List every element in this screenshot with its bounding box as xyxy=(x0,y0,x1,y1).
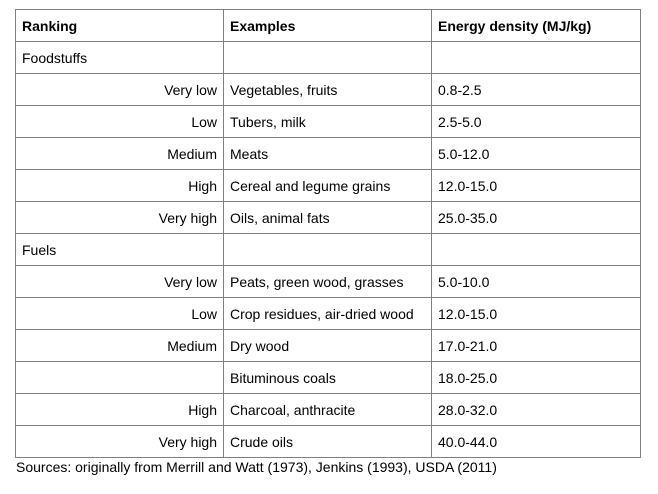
ranking-cell xyxy=(15,361,224,394)
header-ranking: Ranking xyxy=(15,9,224,42)
section-row: Fuels xyxy=(15,233,641,266)
header-examples: Examples xyxy=(223,9,432,42)
examples-cell: Peats, green wood, grasses xyxy=(223,265,432,298)
energy-density-cell: 5.0-10.0 xyxy=(431,265,641,298)
energy-density-cell: 17.0-21.0 xyxy=(431,329,641,362)
table-row: Medium Dry wood 17.0-21.0 xyxy=(15,329,641,362)
empty-cell xyxy=(223,233,432,266)
table-row: High Cereal and legume grains 12.0-15.0 xyxy=(15,169,641,202)
table-row: Very low Peats, green wood, grasses 5.0-10… xyxy=(15,265,641,298)
ranking-cell: Very low xyxy=(15,73,224,106)
table-header-row: Ranking Examples Energy density (MJ/kg) xyxy=(15,9,641,42)
table-row: Very low Vegetables, fruits 0.8-2.5 xyxy=(15,73,641,106)
ranking-cell: Very high xyxy=(15,425,224,458)
section-title: Fuels xyxy=(15,233,224,266)
examples-cell: Bituminous coals xyxy=(223,361,432,394)
examples-cell: Tubers, milk xyxy=(223,105,432,138)
ranking-cell: Very low xyxy=(15,265,224,298)
energy-density-cell: 12.0-15.0 xyxy=(431,169,641,202)
ranking-cell: Medium xyxy=(15,137,224,170)
table-row: Medium Meats 5.0-12.0 xyxy=(15,137,641,170)
table-row: Very high Crude oils 40.0-44.0 xyxy=(15,425,641,458)
examples-cell: Crude oils xyxy=(223,425,432,458)
table-row: High Charcoal, anthracite 28.0-32.0 xyxy=(15,393,641,426)
energy-density-cell: 12.0-15.0 xyxy=(431,297,641,330)
empty-cell xyxy=(223,41,432,74)
table-row: Bituminous coals 18.0-25.0 xyxy=(15,361,641,394)
section-row: Foodstuffs xyxy=(15,41,641,74)
empty-cell xyxy=(431,233,641,266)
empty-cell xyxy=(431,41,641,74)
examples-cell: Oils, animal fats xyxy=(223,201,432,234)
energy-density-cell: 25.0-35.0 xyxy=(431,201,641,234)
energy-density-cell: 2.5-5.0 xyxy=(431,105,641,138)
ranking-cell: Very high xyxy=(15,201,224,234)
ranking-cell: Low xyxy=(15,297,224,330)
section-title: Foodstuffs xyxy=(15,41,224,74)
table-row: Low Crop residues, air-dried wood 12.0-15.… xyxy=(15,297,641,330)
examples-cell: Dry wood xyxy=(223,329,432,362)
energy-density-cell: 28.0-32.0 xyxy=(431,393,641,426)
table-body: Foodstuffs Very low Vegetables, fruits 0.8-… xyxy=(15,41,641,458)
energy-density-cell: 40.0-44.0 xyxy=(431,425,641,458)
ranking-cell: Low xyxy=(15,105,224,138)
energy-density-table: Ranking Examples Energy density (MJ/kg) … xyxy=(15,9,641,458)
examples-cell: Crop residues, air-dried wood xyxy=(223,297,432,330)
ranking-cell: High xyxy=(15,393,224,426)
header-energy-density: Energy density (MJ/kg) xyxy=(431,9,641,42)
energy-density-cell: 0.8-2.5 xyxy=(431,73,641,106)
examples-cell: Vegetables, fruits xyxy=(223,73,432,106)
page-content: Ranking Examples Energy density (MJ/kg) … xyxy=(15,9,641,475)
ranking-cell: Medium xyxy=(15,329,224,362)
energy-density-cell: 18.0-25.0 xyxy=(431,361,641,394)
table-row: Very high Oils, animal fats 25.0-35.0 xyxy=(15,201,641,234)
examples-cell: Cereal and legume grains xyxy=(223,169,432,202)
examples-cell: Meats xyxy=(223,137,432,170)
examples-cell: Charcoal, anthracite xyxy=(223,393,432,426)
sources-caption: Sources: originally from Merrill and Wat… xyxy=(16,459,497,475)
table-row: Low Tubers, milk 2.5-5.0 xyxy=(15,105,641,138)
energy-density-cell: 5.0-12.0 xyxy=(431,137,641,170)
ranking-cell: High xyxy=(15,169,224,202)
